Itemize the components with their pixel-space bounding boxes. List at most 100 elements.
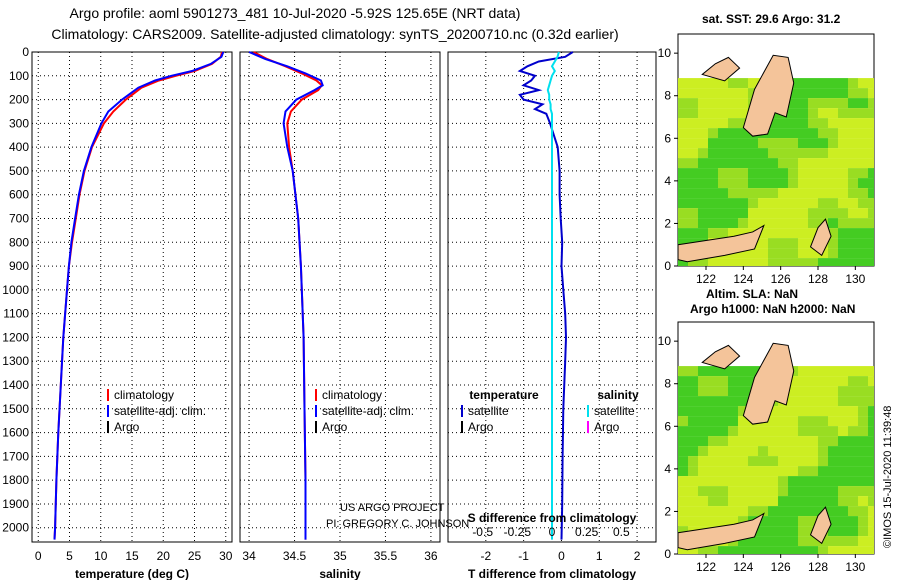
map-cell	[788, 476, 798, 487]
map-cell	[838, 168, 848, 179]
map-cell	[738, 366, 748, 377]
map-cell	[688, 546, 698, 554]
map-cell	[688, 158, 698, 169]
map-cell	[838, 386, 848, 397]
map-cell	[808, 138, 818, 149]
map-cell	[678, 396, 688, 407]
map-cell	[768, 248, 778, 259]
map-cell	[708, 228, 718, 239]
map-cell	[768, 446, 778, 457]
map-cell	[828, 486, 838, 497]
map-cell	[758, 228, 768, 239]
map-cell	[678, 516, 688, 527]
map-cell	[788, 198, 798, 209]
map-cell	[728, 168, 738, 179]
map-cell	[848, 148, 858, 159]
land-halmahera	[809, 218, 832, 257]
map-cell	[738, 88, 748, 99]
map-cell	[768, 486, 778, 497]
map-cell	[748, 218, 758, 229]
map-cell	[858, 456, 868, 467]
map-cell	[868, 128, 874, 139]
map-cell	[808, 486, 818, 497]
map-cell	[798, 366, 808, 377]
map-cell	[688, 88, 698, 99]
map-cell	[868, 516, 874, 527]
map-cell	[718, 228, 728, 239]
map-cell	[778, 228, 788, 239]
map-cell	[718, 396, 728, 407]
map-cell	[738, 396, 748, 407]
map-cell	[728, 88, 738, 99]
map-cell	[678, 436, 688, 447]
map-cell	[778, 516, 788, 527]
legend-title-temperature: temperature	[469, 388, 539, 402]
map-cell	[848, 218, 858, 229]
map-cell	[828, 476, 838, 487]
map-cell	[698, 456, 708, 467]
map-cell	[698, 396, 708, 407]
map-cell	[728, 506, 738, 517]
map-cell	[778, 118, 788, 129]
x-tick-label: 30	[219, 549, 233, 563]
map-cell	[818, 476, 828, 487]
map-cell	[868, 78, 874, 89]
map-cell	[698, 426, 708, 437]
map-cell	[868, 366, 874, 377]
map-cell	[708, 168, 718, 179]
map-cell	[858, 168, 868, 179]
map-cell	[858, 158, 868, 169]
map-cell	[798, 386, 808, 397]
map-cell	[708, 516, 718, 527]
map-cell	[718, 128, 728, 139]
y-tick-label: 1800	[2, 473, 29, 487]
map-cell	[788, 456, 798, 467]
map-cell	[838, 138, 848, 149]
map-cell	[678, 198, 688, 209]
map-cell	[698, 78, 708, 89]
map-cell	[748, 258, 758, 266]
map-cell	[868, 466, 874, 477]
map-cell	[808, 228, 818, 239]
map-cell	[688, 396, 698, 407]
map-cell	[708, 546, 718, 554]
map-cell	[838, 88, 848, 99]
map-cell	[788, 506, 798, 517]
map-cell	[808, 506, 818, 517]
map-cell	[748, 366, 758, 377]
map-cell	[728, 516, 738, 527]
map-cell	[728, 426, 738, 437]
map-cell	[848, 208, 858, 219]
map-cell	[718, 158, 728, 169]
map-y-tick-label: 2	[664, 216, 671, 230]
map-y-tick-label: 8	[664, 89, 671, 103]
map-cell	[848, 98, 858, 109]
map-cell	[688, 148, 698, 159]
map-cell	[768, 466, 778, 477]
map-cell	[728, 98, 738, 109]
map-cell	[758, 526, 768, 537]
map-cell	[768, 436, 778, 447]
map-cell	[848, 258, 858, 266]
map-cell	[838, 148, 848, 159]
map-cell	[758, 188, 768, 199]
map-cell	[678, 138, 688, 149]
map-cell	[848, 436, 858, 447]
map-cell	[738, 506, 748, 517]
series-satellite-salinity	[248, 51, 324, 540]
map-cell	[678, 466, 688, 477]
map-cell	[868, 456, 874, 467]
map-cell	[798, 486, 808, 497]
y-tick-label: 1400	[2, 378, 29, 392]
map-cell	[758, 466, 768, 477]
map-cell	[828, 396, 838, 407]
map-cell	[788, 536, 798, 547]
map-bottom-title-1: Altim. SLA: NaN	[706, 287, 799, 301]
map-cell	[858, 218, 868, 229]
map-cell	[848, 376, 858, 387]
map-cell	[768, 426, 778, 437]
figure-title-line1: Argo profile: aoml 5901273_481 10-Jul-20…	[69, 5, 521, 21]
map-cell	[828, 456, 838, 467]
map-cell	[848, 536, 858, 547]
map-cell	[708, 218, 718, 229]
